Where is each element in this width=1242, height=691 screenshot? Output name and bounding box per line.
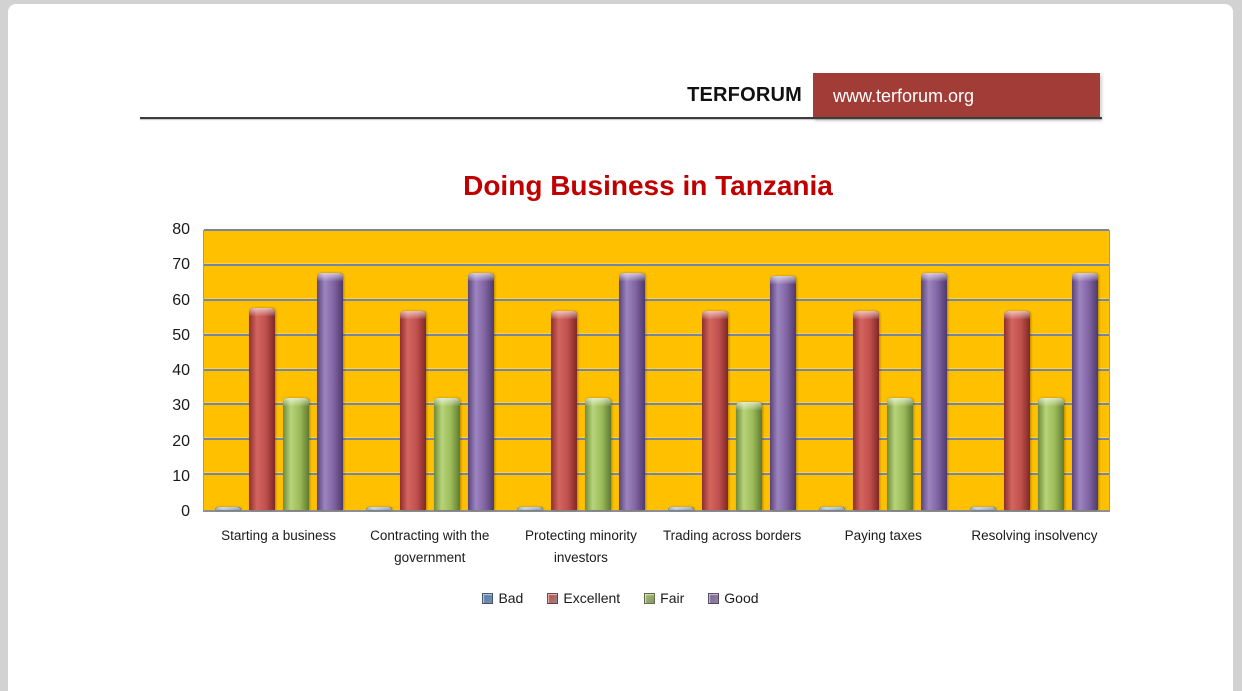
legend-swatch-icon [482,592,494,604]
x-label-2: Contracting with the government [370,528,490,565]
bar-bad [517,506,544,510]
y-tick-label-40: 40 [172,362,190,379]
bar-excellent [1003,311,1030,510]
bar-bad [366,506,393,510]
bar-fair [585,398,612,510]
bar-group-5 [807,231,958,510]
bar-excellent [400,311,427,510]
y-tick-label-70: 70 [172,256,190,274]
legend-swatch-icon [708,592,720,604]
x-label-5: Paying taxes [844,528,922,543]
y-axis: 0 10 20 30 40 50 60 70 80 [8,221,196,520]
bar-fair [1037,398,1064,510]
bar-good [1071,272,1098,510]
chart-title: Doing Business in Tanzania [463,170,833,201]
x-label-3: Protecting minority investors [525,528,637,565]
bar-group-2 [355,231,506,510]
brand-name: TERFORUM [687,84,802,106]
gridline-70 [204,263,1109,266]
gridline-50 [204,333,1109,336]
bar-good [769,276,796,510]
legend-item-fair: Fair [644,590,684,606]
bar-group-6 [958,231,1109,510]
bar-excellent [551,311,578,510]
gridline-80 [204,229,1109,231]
x-label-1: Starting a business [221,528,336,543]
bar-excellent [701,311,728,510]
gridline-20 [204,438,1109,441]
bar-good [920,272,947,510]
legend-item-good: Good [708,590,759,606]
document-page: TERFORUM www.terforum.org Doing Business… [8,4,1233,691]
chart-legend: Bad Excellent Fair Good [8,590,1233,606]
legend-swatch-icon [547,592,559,604]
x-label-6: Resolving insolvency [971,528,1098,543]
bar-bad [818,506,845,510]
website-url: www.terforum.org [833,85,975,106]
legend-label: Bad [498,590,524,606]
bar-good [619,272,646,510]
website-url-banner: www.terforum.org [813,73,1100,119]
legend-item-excellent: Excellent [547,590,620,606]
legend-swatch-icon [644,592,656,604]
bar-excellent [249,307,276,510]
bar-bad [667,506,694,510]
gridline-60 [204,298,1109,301]
y-tick-label-0: 0 [181,503,190,520]
gridline-10 [204,473,1109,476]
gridline-40 [204,368,1109,371]
bar-fair [283,398,310,510]
bar-fair [886,398,913,510]
bar-group-3 [506,231,657,510]
plot-area [203,229,1110,512]
bar-fair [434,398,461,510]
bar-bad [215,506,242,510]
bar-excellent [852,311,879,510]
bar-good [468,272,495,510]
y-tick-label-20: 20 [172,432,190,450]
gridline-30 [204,403,1109,406]
legend-label: Fair [660,590,685,606]
bar-bad [969,506,996,510]
header-divider [140,117,1102,119]
y-tick-label-10: 10 [172,467,190,485]
y-tick-label-30: 30 [172,397,190,415]
legend-label: Excellent [563,590,621,606]
bar-group-1 [204,231,355,510]
bar-group-4 [656,231,807,510]
legend-item-bad: Bad [482,590,523,606]
y-tick-label-80: 80 [172,221,190,238]
bar-good [317,272,344,510]
x-axis-labels: Starting a business Contracting with the … [203,525,1110,569]
bar-fair [735,401,762,510]
legend-label: Good [724,590,759,606]
y-tick-label-60: 60 [172,291,190,309]
y-tick-label-50: 50 [172,326,190,344]
x-label-4: Trading across borders [662,528,802,543]
